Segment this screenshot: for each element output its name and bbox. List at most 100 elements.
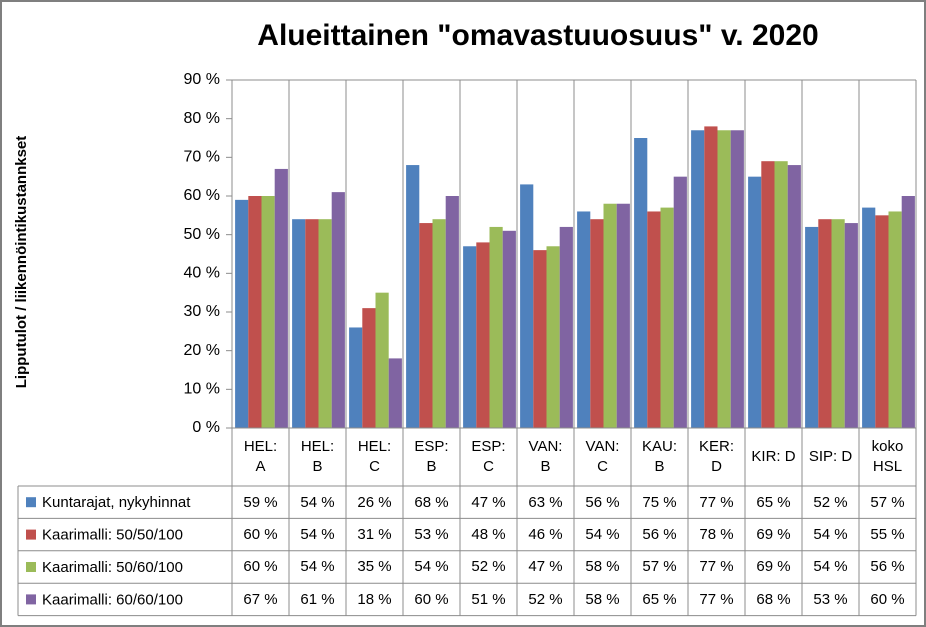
table-value: 54 % bbox=[403, 551, 460, 583]
y-tick-label: 60 % bbox=[184, 187, 220, 204]
bar bbox=[432, 219, 446, 428]
table-value: 35 % bbox=[346, 551, 403, 583]
table-value-text: 75 % bbox=[642, 493, 677, 511]
table-value-text: 47 % bbox=[528, 558, 563, 576]
bar bbox=[875, 215, 889, 428]
legend-swatch bbox=[26, 562, 36, 572]
bar bbox=[616, 203, 630, 428]
table-value-text: 60 % bbox=[870, 590, 905, 608]
category-label-text: SIP: D bbox=[808, 448, 853, 465]
category-label-text: HEL: B bbox=[300, 438, 335, 475]
table-value: 54 % bbox=[574, 518, 631, 550]
table-value: 58 % bbox=[574, 551, 631, 583]
table-value: 77 % bbox=[688, 551, 745, 583]
table-value-text: 77 % bbox=[699, 558, 734, 576]
table-value-text: 35 % bbox=[357, 558, 392, 576]
table-value-text: 54 % bbox=[300, 526, 335, 544]
category-label: KER: D bbox=[688, 428, 745, 486]
table-value-text: 56 % bbox=[642, 526, 677, 544]
table-value: 69 % bbox=[745, 551, 802, 583]
table-value: 68 % bbox=[403, 486, 460, 518]
bar bbox=[235, 199, 249, 428]
bar bbox=[577, 211, 591, 428]
table-value: 56 % bbox=[631, 518, 688, 550]
bar bbox=[388, 358, 402, 428]
y-axis-label: Lipputulot / liikennöintikustannkset bbox=[13, 136, 30, 389]
category-label: KAU: B bbox=[631, 428, 688, 486]
bar bbox=[476, 242, 490, 428]
category-label: VAN: C bbox=[574, 428, 631, 486]
bar bbox=[520, 184, 534, 428]
table-value: 57 % bbox=[859, 486, 916, 518]
category-label: HEL: B bbox=[289, 428, 346, 486]
table-value-text: 52 % bbox=[471, 558, 506, 576]
category-label: KIR: D bbox=[745, 428, 802, 486]
table-value: 55 % bbox=[859, 518, 916, 550]
table-value-text: 69 % bbox=[756, 526, 791, 544]
table-value: 58 % bbox=[574, 583, 631, 615]
bar bbox=[502, 230, 516, 428]
table-value-text: 54 % bbox=[300, 493, 335, 511]
bar bbox=[805, 226, 819, 428]
table-value-text: 57 % bbox=[870, 493, 905, 511]
bar bbox=[888, 211, 902, 428]
bar bbox=[248, 196, 262, 428]
table-value-text: 63 % bbox=[528, 493, 563, 511]
table-value-text: 46 % bbox=[528, 526, 563, 544]
category-label-text: HEL: C bbox=[357, 438, 392, 475]
bar bbox=[318, 219, 332, 428]
table-value-text: 48 % bbox=[471, 526, 506, 544]
table-value-text: 47 % bbox=[471, 493, 506, 511]
table-value-text: 58 % bbox=[585, 590, 620, 608]
table-value-text: 54 % bbox=[813, 526, 848, 544]
table-value: 60 % bbox=[232, 518, 289, 550]
table-value-text: 69 % bbox=[756, 558, 791, 576]
table-value-text: 53 % bbox=[414, 526, 449, 544]
table-value: 67 % bbox=[232, 583, 289, 615]
bar bbox=[901, 196, 915, 428]
y-tick-label: 30 % bbox=[184, 303, 220, 320]
y-tick-label: 90 % bbox=[184, 71, 220, 88]
bar bbox=[673, 176, 687, 428]
table-value: 57 % bbox=[631, 551, 688, 583]
y-tick-label: 80 % bbox=[184, 110, 220, 127]
legend-swatch bbox=[26, 497, 36, 508]
table-value: 52 % bbox=[460, 551, 517, 583]
category-label: ESP: B bbox=[403, 428, 460, 486]
table-value-text: 78 % bbox=[699, 526, 734, 544]
table-value: 54 % bbox=[802, 551, 859, 583]
table-value: 48 % bbox=[460, 518, 517, 550]
bar bbox=[634, 138, 648, 428]
category-label: VAN: B bbox=[517, 428, 574, 486]
table-value: 56 % bbox=[859, 551, 916, 583]
bar bbox=[647, 211, 661, 428]
table-value-text: 77 % bbox=[699, 590, 734, 608]
table-value-text: 65 % bbox=[642, 590, 677, 608]
bar bbox=[331, 192, 345, 428]
y-tick-label: 50 % bbox=[184, 226, 220, 243]
bar bbox=[704, 126, 718, 429]
table-value-text: 56 % bbox=[585, 493, 620, 511]
bar bbox=[406, 165, 420, 429]
table-value: 52 % bbox=[517, 583, 574, 615]
table-value-text: 77 % bbox=[699, 493, 734, 511]
bar bbox=[748, 176, 762, 428]
table-value: 68 % bbox=[745, 583, 802, 615]
chart-title: Alueittainen "omavastuuosuus" v. 2020 bbox=[257, 19, 818, 52]
bar bbox=[463, 246, 477, 428]
table-value: 46 % bbox=[517, 518, 574, 550]
category-label-text: VAN: B bbox=[528, 438, 563, 475]
bar bbox=[603, 203, 617, 428]
category-label-text: KAU: B bbox=[641, 438, 677, 475]
category-label-text: koko HSL bbox=[871, 438, 904, 475]
table-value-text: 60 % bbox=[243, 526, 278, 544]
table-value-text: 61 % bbox=[300, 590, 335, 608]
category-label: SIP: D bbox=[802, 428, 859, 486]
table-value: 52 % bbox=[802, 486, 859, 518]
legend-label: Kuntarajat, nykyhinnat bbox=[42, 494, 191, 511]
bar bbox=[691, 130, 705, 428]
bar bbox=[761, 161, 775, 428]
table-value: 51 % bbox=[460, 583, 517, 615]
y-tick-label: 0 % bbox=[192, 419, 220, 436]
